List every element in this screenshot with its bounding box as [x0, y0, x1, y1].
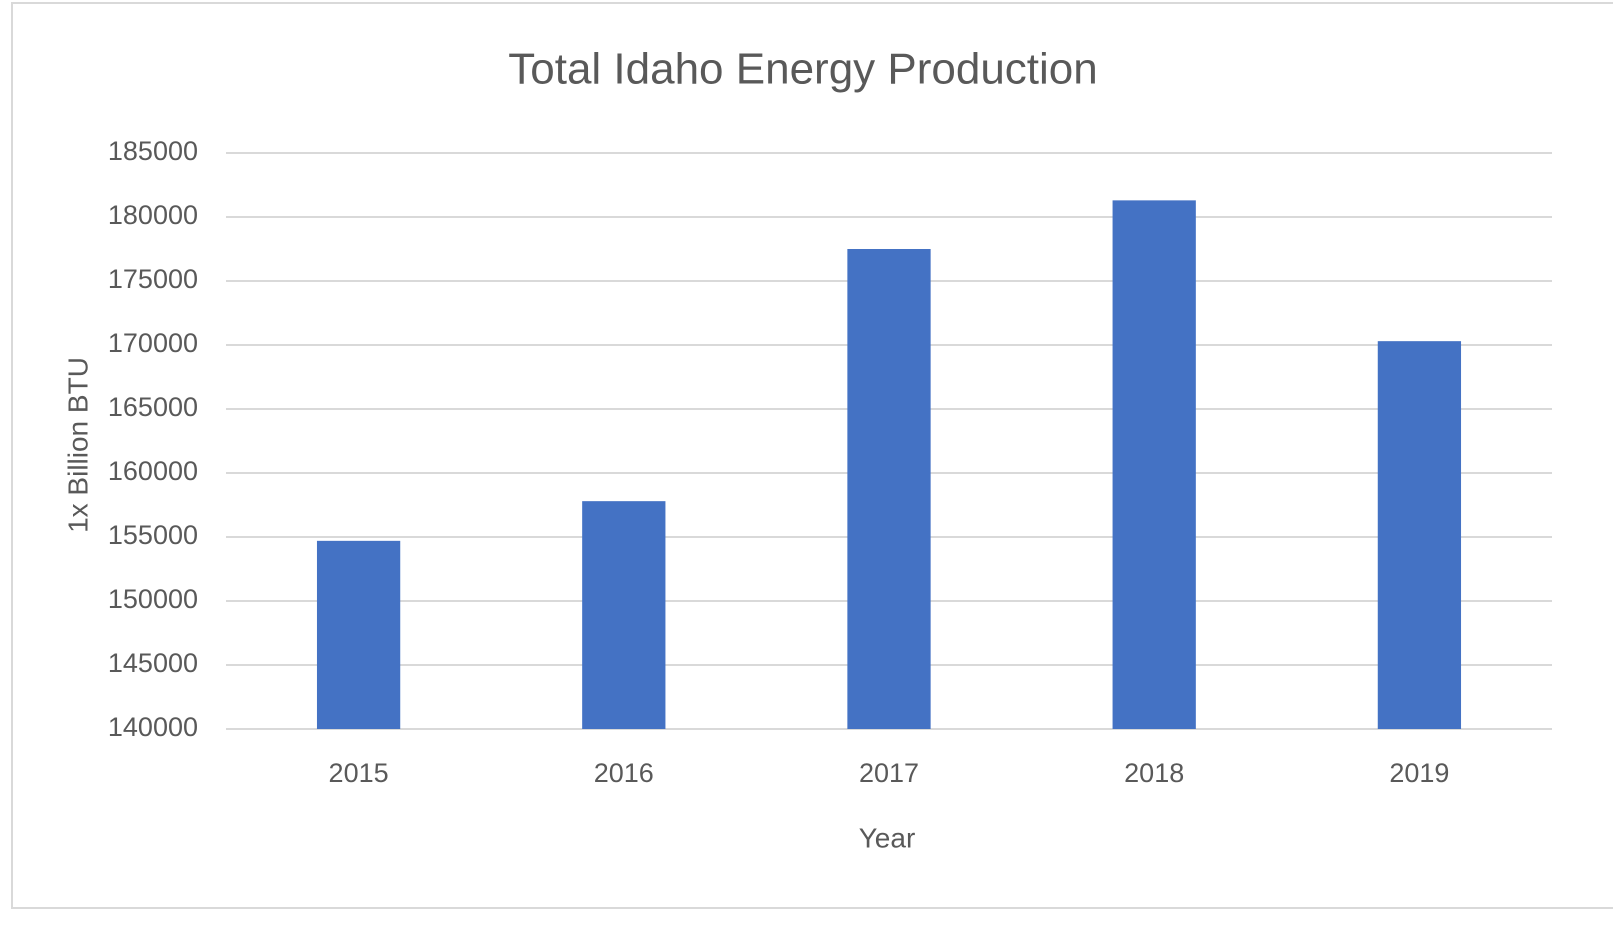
x-tick-label: 2015	[329, 758, 389, 788]
bar	[847, 249, 931, 729]
y-tick-label: 160000	[108, 456, 198, 486]
y-tick-label: 175000	[108, 264, 198, 294]
x-axis-label: Year	[859, 822, 916, 853]
y-tick-label: 155000	[108, 520, 198, 550]
x-tick-label: 2018	[1124, 758, 1184, 788]
bar	[1112, 200, 1196, 730]
chart-frame	[11, 2, 1613, 909]
x-tick-label: 2016	[594, 758, 654, 788]
y-tick-label: 150000	[108, 584, 198, 614]
x-tick-label: 2017	[859, 758, 919, 788]
x-tick-label: 2019	[1389, 758, 1449, 788]
y-tick-label: 180000	[108, 200, 198, 230]
y-tick-label: 185000	[108, 136, 198, 166]
y-tick-label: 145000	[108, 648, 198, 678]
y-tick-label: 165000	[108, 392, 198, 422]
y-tick-label: 170000	[108, 328, 198, 358]
chart-title: Total Idaho Energy Production	[508, 45, 1098, 94]
bar	[582, 501, 666, 729]
y-tick-label: 140000	[108, 712, 198, 742]
y-axis-label: 1x Billion BTU	[62, 357, 93, 533]
bar	[1377, 341, 1462, 729]
bar	[316, 540, 401, 729]
